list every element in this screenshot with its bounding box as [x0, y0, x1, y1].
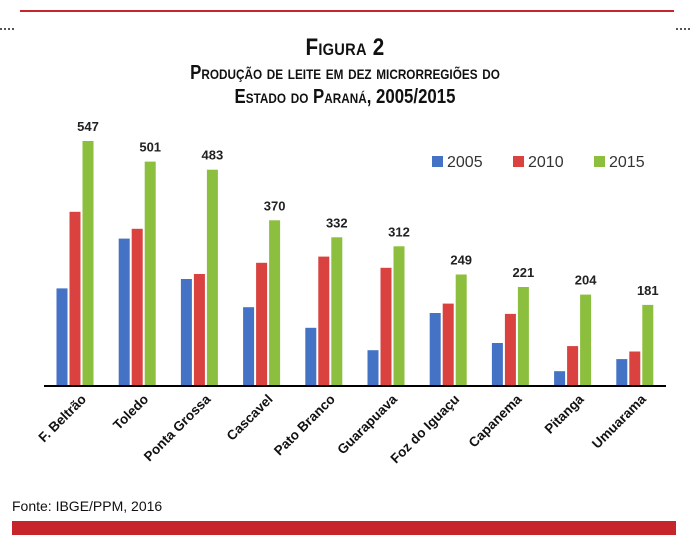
bottom-bar	[12, 521, 676, 535]
bar-2005-4	[305, 327, 317, 386]
source-note: Fonte: IBGE/PPM, 2016	[12, 498, 163, 514]
data-label-8: 204	[575, 273, 597, 288]
bar-2005-8	[554, 371, 566, 386]
bar-2005-0	[56, 288, 68, 386]
legend-swatch-2015	[594, 156, 605, 167]
data-label-9: 181	[637, 283, 659, 298]
bar-2010-5	[380, 267, 392, 386]
bar-2015-1	[144, 161, 156, 386]
x-tick-label-7: Capanema	[466, 391, 525, 450]
x-tick-label-4: Pato Branco	[271, 392, 338, 459]
dotted-rule-right	[676, 28, 690, 30]
bar-2010-3	[256, 262, 268, 386]
bar-2005-2	[180, 279, 192, 386]
data-label-2: 483	[202, 148, 224, 163]
bar-2015-7	[517, 287, 529, 386]
bar-2015-0	[82, 141, 94, 386]
legend-label-2005: 2005	[447, 154, 483, 171]
bar-2010-1	[131, 228, 143, 386]
bar-2015-4	[331, 237, 343, 386]
legend-swatch-2005	[432, 156, 443, 167]
x-tick-label-1: Toledo	[110, 392, 151, 433]
x-tick-label-5: Guarapuava	[334, 391, 400, 457]
data-label-3: 370	[264, 198, 286, 213]
bar-2010-2	[193, 274, 205, 386]
x-tick-label-8: Pitanga	[542, 391, 587, 436]
x-tick-label-9: Umuarama	[589, 391, 649, 451]
figure-label: Figura 2	[305, 34, 385, 61]
bars-group	[56, 141, 654, 386]
bar-2010-8	[567, 346, 579, 386]
data-label-7: 221	[513, 265, 535, 280]
bar-2010-7	[504, 313, 516, 386]
chart-title-line-1: Produção de leite em dez microrregiões d…	[190, 62, 500, 84]
data-label-6: 249	[450, 253, 472, 268]
bar-2005-9	[616, 359, 628, 386]
bar-chart: 547 501 483 370 332 312 249 221 204 181 F. Beltrã…	[36, 119, 666, 466]
x-tick-label-3: Cascavel	[224, 392, 276, 444]
bar-2010-0	[69, 211, 81, 386]
data-labels-group: 547 501 483 370 332 312 249 221 204 181	[77, 119, 659, 298]
bar-2005-5	[367, 350, 379, 386]
bar-2015-6	[455, 274, 467, 386]
bar-2015-5	[393, 246, 405, 386]
bar-2015-3	[269, 220, 281, 386]
bar-2005-6	[429, 313, 441, 386]
bar-2005-7	[491, 343, 503, 386]
bar-2010-4	[318, 256, 330, 386]
chart-title-line-2: Estado do Paraná, 2005/2015	[234, 86, 456, 108]
bar-2005-3	[243, 307, 255, 386]
data-label-0: 547	[77, 119, 99, 134]
bar-2015-9	[642, 304, 654, 386]
x-tick-label-0: F. Beltrão	[36, 392, 90, 446]
data-label-5: 312	[388, 224, 410, 239]
legend-label-2010: 2010	[528, 154, 564, 171]
legend-label-2015: 2015	[609, 154, 645, 171]
bar-2015-2	[206, 169, 218, 386]
legend-swatch-2010	[513, 156, 524, 167]
x-tick-label-2: Ponta Grossa	[141, 391, 214, 464]
bar-2010-9	[629, 351, 641, 386]
top-rule	[20, 10, 674, 12]
data-label-4: 332	[326, 215, 348, 230]
dotted-rule-left	[0, 28, 14, 30]
bar-2015-8	[580, 294, 592, 386]
data-label-1: 501	[139, 140, 161, 155]
legend: 2005 2010 2015	[432, 154, 645, 171]
bar-2005-1	[118, 238, 130, 386]
bar-2010-6	[442, 303, 454, 386]
